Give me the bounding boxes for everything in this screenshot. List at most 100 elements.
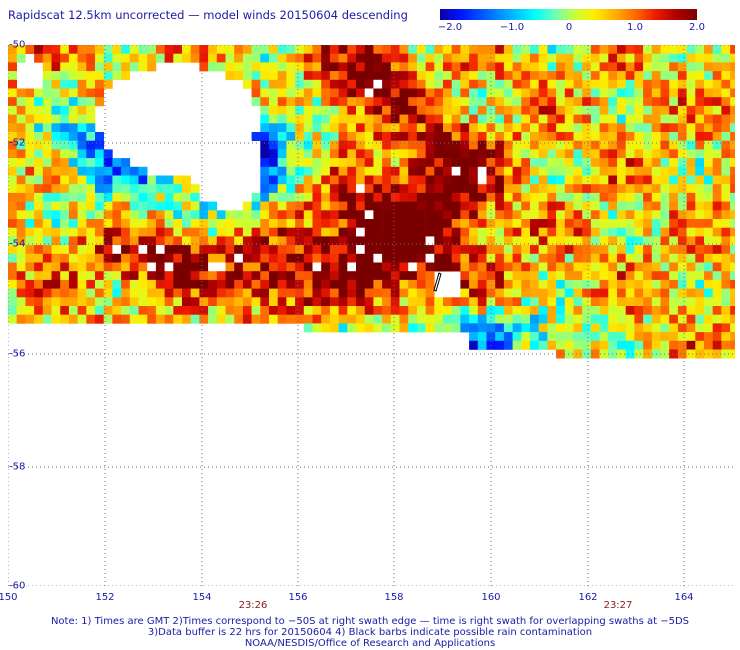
wind-cell bbox=[338, 114, 348, 124]
wind-cell bbox=[356, 71, 365, 81]
wind-cell bbox=[443, 219, 452, 228]
wind-cell bbox=[321, 88, 331, 98]
wind-cell bbox=[373, 53, 383, 63]
wind-cell bbox=[347, 166, 357, 176]
wind-cell bbox=[303, 210, 313, 220]
wind-cell bbox=[77, 288, 87, 298]
wind-cell bbox=[364, 297, 374, 307]
wind-cell bbox=[686, 149, 696, 159]
wind-cell bbox=[590, 114, 600, 124]
wind-cell bbox=[347, 53, 357, 63]
wind-cell bbox=[538, 236, 548, 246]
wind-cell bbox=[51, 245, 61, 255]
wind-cell bbox=[712, 323, 722, 333]
wind-cell bbox=[16, 192, 26, 202]
wind-cell bbox=[60, 175, 70, 185]
wind-cell bbox=[495, 175, 505, 185]
wind-cell bbox=[677, 297, 687, 307]
wind-cell bbox=[686, 288, 696, 298]
wind-cell bbox=[121, 175, 131, 185]
wind-cell bbox=[425, 245, 435, 255]
wind-cell bbox=[721, 279, 731, 289]
wind-cell bbox=[399, 192, 409, 202]
wind-cell bbox=[382, 184, 392, 194]
wind-cell bbox=[730, 279, 735, 289]
wind-cell bbox=[382, 236, 392, 246]
wind-cell bbox=[251, 201, 261, 211]
wind-cell bbox=[182, 314, 191, 324]
wind-cell bbox=[643, 45, 653, 54]
wind-cell bbox=[573, 306, 583, 315]
wind-cell bbox=[669, 79, 679, 89]
wind-cell bbox=[399, 297, 409, 307]
wind-cell bbox=[712, 245, 722, 255]
wind-cell bbox=[373, 123, 383, 133]
wind-cell bbox=[208, 271, 218, 281]
wind-cell bbox=[382, 123, 392, 133]
wind-cell bbox=[225, 279, 235, 289]
wind-cell bbox=[460, 192, 470, 202]
wind-cell bbox=[25, 236, 35, 246]
wind-cell bbox=[495, 166, 505, 176]
wind-cell bbox=[512, 79, 522, 89]
wind-cell bbox=[408, 140, 418, 150]
wind-cell bbox=[408, 253, 418, 263]
wind-cell bbox=[399, 219, 409, 228]
wind-cell bbox=[42, 88, 52, 98]
wind-cell bbox=[512, 253, 522, 263]
wind-cell bbox=[408, 184, 418, 194]
wind-cell bbox=[234, 297, 244, 307]
wind-cell bbox=[564, 45, 574, 54]
wind-cell bbox=[356, 219, 365, 228]
wind-cell bbox=[695, 271, 705, 281]
wind-cell bbox=[260, 279, 270, 289]
wind-cell bbox=[634, 132, 644, 141]
wind-cell bbox=[295, 262, 305, 272]
wind-cell bbox=[329, 123, 339, 133]
wind-cell bbox=[608, 297, 618, 307]
wind-cell bbox=[486, 227, 496, 237]
wind-cell bbox=[138, 45, 148, 54]
wind-cell bbox=[16, 149, 26, 159]
wind-cell bbox=[547, 53, 557, 63]
wind-cell bbox=[556, 62, 566, 72]
wind-cell bbox=[77, 306, 87, 315]
wind-cell bbox=[712, 79, 722, 89]
wind-cell bbox=[634, 192, 644, 202]
wind-cell bbox=[582, 262, 592, 272]
wind-cell bbox=[599, 97, 609, 107]
wind-cell bbox=[712, 62, 722, 72]
wind-cell bbox=[8, 123, 17, 133]
wind-cell bbox=[451, 210, 461, 220]
wind-cell bbox=[25, 271, 35, 281]
wind-cell bbox=[277, 279, 287, 289]
wind-cell bbox=[573, 288, 583, 298]
wind-cell bbox=[321, 79, 331, 89]
wind-cell bbox=[295, 253, 305, 263]
wind-cell bbox=[68, 192, 78, 202]
wind-cell bbox=[95, 53, 104, 63]
wind-cell bbox=[730, 201, 735, 211]
wind-cell bbox=[260, 166, 270, 176]
wind-cell bbox=[434, 79, 444, 89]
wind-cell bbox=[538, 79, 548, 89]
wind-cell bbox=[469, 62, 479, 72]
wind-cell bbox=[347, 279, 357, 289]
wind-cell bbox=[234, 210, 244, 220]
wind-cell bbox=[608, 253, 618, 263]
wind-cell bbox=[242, 219, 252, 228]
wind-cell bbox=[625, 314, 635, 324]
wind-cell bbox=[695, 184, 705, 194]
wind-cell bbox=[242, 314, 252, 324]
wind-cell bbox=[382, 201, 392, 211]
wind-cell bbox=[634, 105, 644, 115]
wind-cell bbox=[295, 184, 305, 194]
wind-cell bbox=[538, 245, 548, 255]
wind-cell bbox=[677, 288, 687, 298]
wind-cell bbox=[77, 262, 87, 272]
wind-cell bbox=[86, 45, 96, 54]
wind-cell bbox=[364, 192, 374, 202]
wind-cell bbox=[129, 297, 139, 307]
wind-cell bbox=[582, 53, 592, 63]
wind-cell bbox=[408, 123, 418, 133]
